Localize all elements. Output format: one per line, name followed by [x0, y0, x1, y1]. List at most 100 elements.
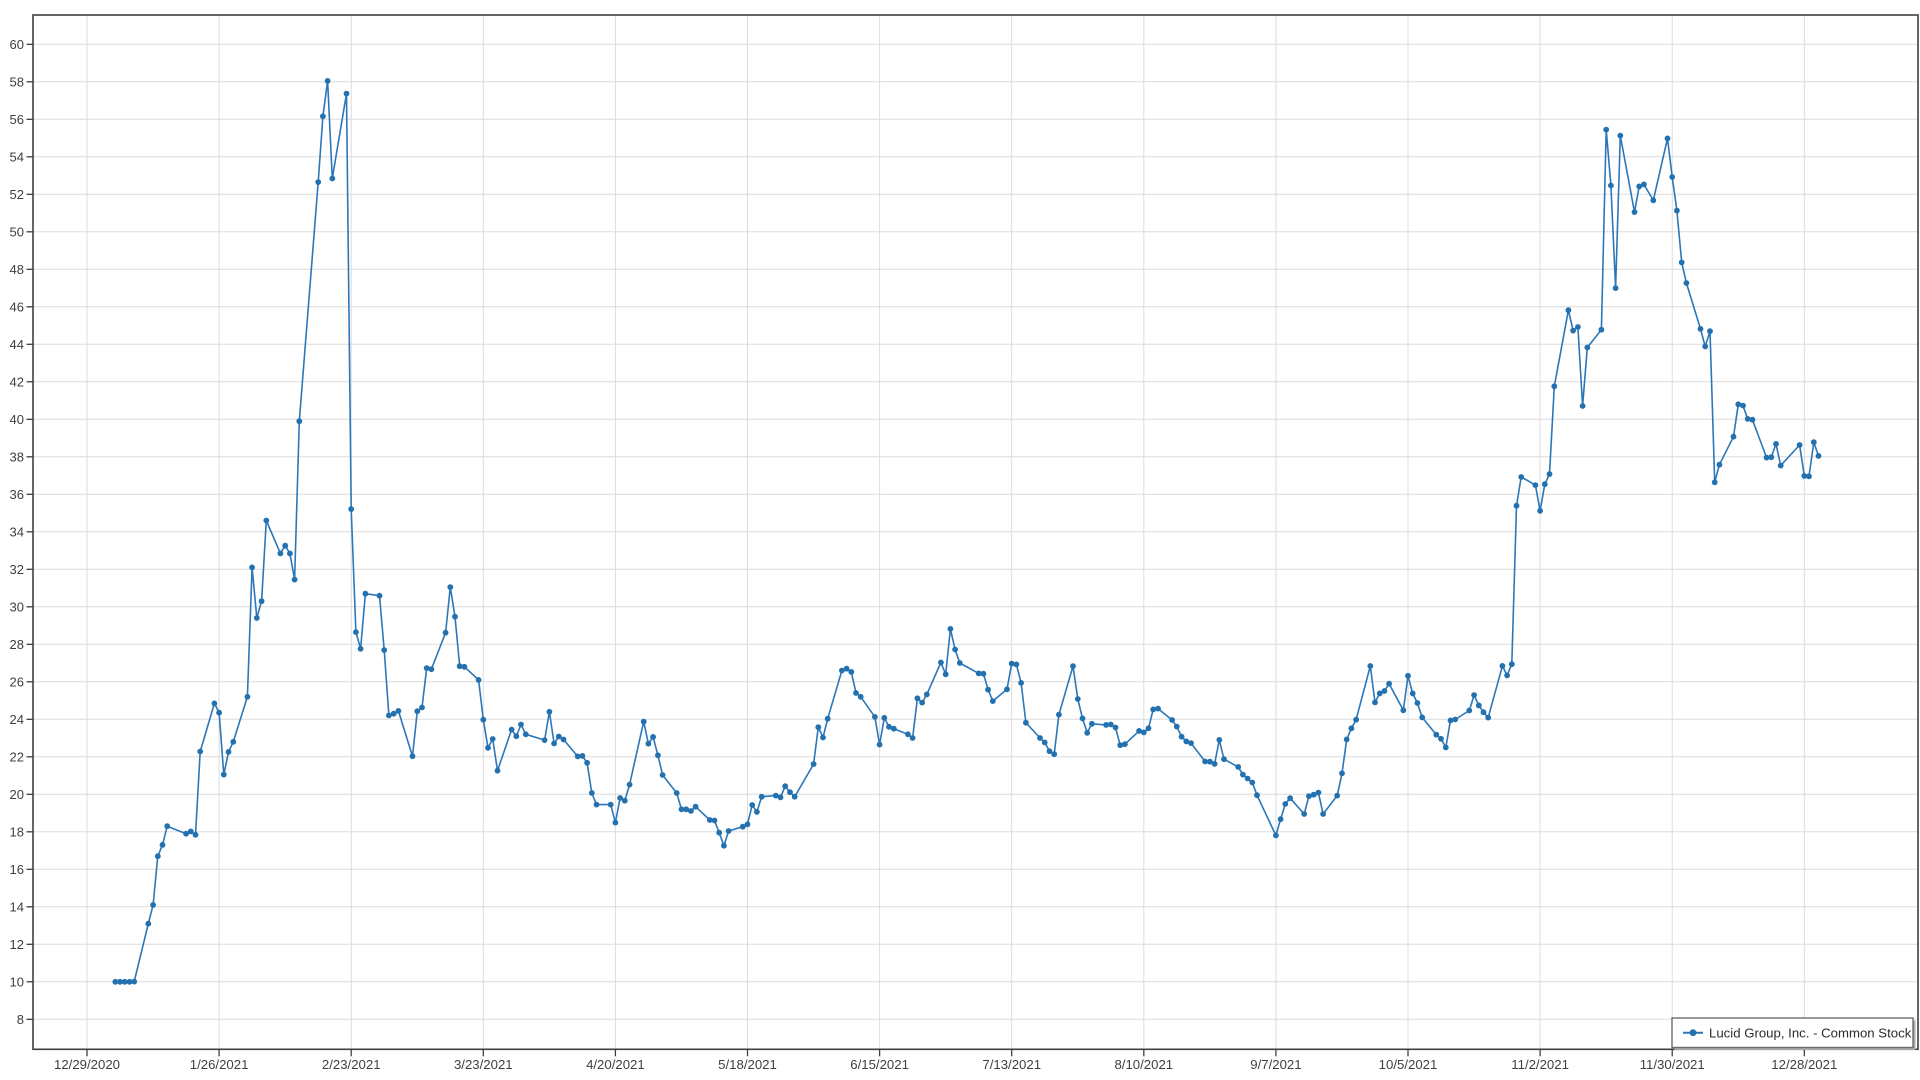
data-point-marker [357, 645, 364, 652]
data-point-marker [688, 808, 694, 814]
data-point-marker [494, 767, 501, 774]
y-tick-label: 44 [10, 337, 24, 352]
data-point-marker [758, 793, 765, 800]
data-point-marker [1636, 183, 1643, 190]
data-point-marker [1004, 686, 1010, 693]
data-point-marker [1565, 307, 1572, 314]
data-point-marker [220, 771, 227, 778]
data-point-marker [329, 175, 336, 182]
data-point-marker [1211, 761, 1218, 767]
data-point-marker [1702, 343, 1709, 350]
data-point-marker [914, 695, 921, 702]
data-point-marker [853, 690, 859, 696]
data-point-marker [1310, 791, 1317, 798]
data-point-marker [1320, 811, 1326, 817]
data-point-marker [890, 725, 897, 732]
data-point-marker [1641, 181, 1647, 188]
x-tick-label: 6/15/2021 [850, 1057, 909, 1072]
data-point-marker [1315, 789, 1322, 796]
y-tick-label: 54 [10, 149, 24, 164]
data-point-marker [121, 978, 128, 985]
data-point-marker [1810, 439, 1817, 446]
data-point-marker [881, 714, 888, 721]
y-tick-label: 30 [10, 599, 24, 614]
data-point-marker [187, 828, 194, 835]
data-point-marker [1466, 707, 1473, 714]
data-point-marker [1372, 699, 1378, 706]
data-point-marker [1301, 811, 1308, 817]
data-point-marker [787, 789, 793, 796]
data-point-marker [1801, 473, 1808, 479]
data-point-marker [428, 666, 435, 673]
data-point-marker [1678, 259, 1685, 266]
data-point-marker [579, 753, 586, 759]
data-point-marker [230, 738, 237, 745]
data-point-marker [938, 659, 944, 666]
legend-box[interactable] [1671, 1017, 1914, 1049]
y-tick-label: 32 [10, 562, 24, 577]
data-point-marker [1485, 714, 1492, 721]
y-tick-label: 36 [10, 487, 24, 502]
data-point-marker [1763, 454, 1770, 461]
data-point-marker [711, 817, 718, 824]
data-point-marker [1381, 688, 1388, 694]
data-point-marker [744, 821, 751, 828]
data-point-marker [395, 708, 402, 714]
data-point-marker [1173, 723, 1180, 730]
data-point-marker [574, 753, 581, 760]
data-point-marker [612, 819, 619, 826]
data-point-marker [1150, 706, 1157, 713]
data-point-marker [489, 736, 496, 742]
y-tick-label: 52 [10, 187, 24, 202]
data-point-marker [1815, 453, 1822, 459]
y-tick-label: 58 [10, 74, 24, 89]
data-point-marker [678, 806, 685, 813]
data-point-marker [315, 179, 322, 186]
legend[interactable]: Lucid Group, Inc. - Common Stock [1671, 1017, 1916, 1050]
data-point-marker [645, 740, 652, 747]
data-point-marker [296, 418, 303, 425]
data-point-marker [659, 772, 666, 778]
data-point-marker [791, 793, 798, 800]
data-point-marker [1570, 327, 1576, 334]
data-point-marker [725, 828, 732, 834]
data-point-marker [1499, 663, 1506, 669]
data-point-marker [1480, 709, 1487, 716]
data-point-marker [423, 665, 430, 671]
data-point-marker [1504, 672, 1510, 679]
data-point-marker [1037, 735, 1043, 741]
data-point-marker [164, 823, 171, 830]
data-point-marker [956, 660, 963, 666]
y-tick-label: 10 [10, 974, 24, 989]
data-point-marker [1207, 758, 1213, 765]
data-point-marker [1155, 705, 1161, 712]
data-point-marker [1749, 416, 1756, 423]
data-point-marker [1438, 735, 1444, 742]
data-point-marker [1806, 473, 1812, 480]
data-point-marker [244, 693, 251, 700]
data-point-marker [650, 734, 656, 740]
data-point-marker [1730, 433, 1737, 440]
data-point-marker [815, 724, 822, 731]
data-point-marker [131, 978, 138, 985]
x-tick-label: 11/2/2021 [1511, 1057, 1569, 1072]
x-tick-label: 12/29/2020 [54, 1057, 120, 1072]
data-point-marker [626, 781, 633, 788]
data-point-marker [1707, 328, 1713, 335]
data-point-marker [225, 749, 232, 755]
data-point-marker [1084, 729, 1091, 736]
y-tick-label: 20 [10, 787, 24, 802]
data-point-marker [277, 550, 284, 557]
data-point-marker [1471, 692, 1477, 698]
data-point-marker [1674, 207, 1680, 214]
data-point-marker [1188, 740, 1194, 746]
data-point-marker [721, 842, 727, 849]
y-tick-label: 34 [10, 524, 24, 539]
data-point-marker [989, 698, 996, 704]
data-point-marker [1046, 748, 1053, 755]
data-point-marker [112, 978, 119, 985]
y-tick-label: 14 [10, 899, 24, 914]
data-point-marker [419, 704, 425, 711]
